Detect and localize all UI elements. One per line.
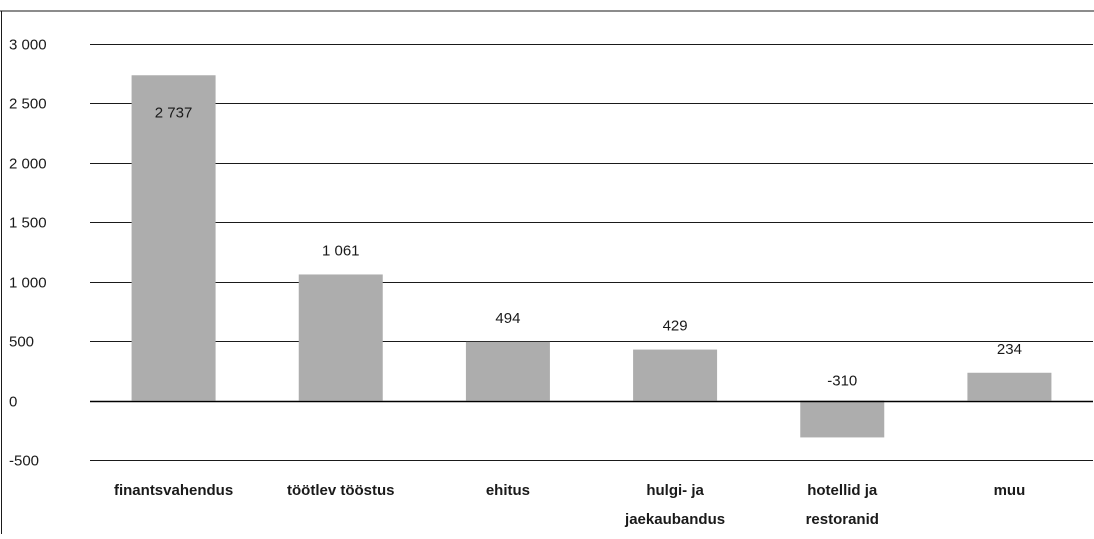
category-label: hotellid ja — [807, 482, 878, 499]
bar — [131, 75, 216, 401]
data-labels: 2 737 1 061 494 429 -310 234 — [155, 104, 1022, 389]
y-tick-label: 0 — [9, 394, 17, 411]
bar — [800, 400, 885, 438]
data-label: 1 061 — [322, 242, 360, 259]
bar — [967, 372, 1052, 401]
chart-frame-lines — [0, 10, 1094, 534]
category-label: ehitus — [486, 482, 530, 499]
y-tick-label: 2 500 — [9, 96, 47, 113]
data-label: -310 — [827, 373, 857, 390]
y-tick-label: -500 — [9, 453, 39, 470]
category-label: finantsvahendus — [114, 482, 233, 499]
bar — [633, 349, 718, 401]
data-label: 494 — [495, 310, 520, 327]
category-labels: finantsvahendus töötlev tööstus ehitus hulg… — [114, 482, 1025, 528]
category-label: muu — [994, 482, 1026, 499]
y-tick-label: 3 000 — [9, 37, 47, 54]
y-axis-tick-labels: 3 000 2 500 2 000 1 500 1 000 500 0 -500 — [9, 37, 47, 470]
category-label: töötlev tööstus — [287, 482, 395, 499]
y-tick-label: 500 — [9, 334, 34, 351]
data-label: 429 — [663, 318, 688, 335]
bar — [298, 274, 383, 401]
bar — [465, 341, 550, 401]
y-tick-label: 2 000 — [9, 156, 47, 173]
data-label: 2 737 — [155, 104, 193, 121]
y-tick-label: 1 000 — [9, 275, 47, 292]
category-label: hulgi- ja — [646, 482, 704, 499]
category-label: jaekaubandus — [624, 511, 725, 528]
category-label: restoranid — [806, 511, 879, 528]
y-tick-label: 1 500 — [9, 215, 47, 232]
gridlines — [90, 44, 1093, 461]
bars — [131, 75, 1052, 438]
data-label: 234 — [997, 341, 1022, 358]
